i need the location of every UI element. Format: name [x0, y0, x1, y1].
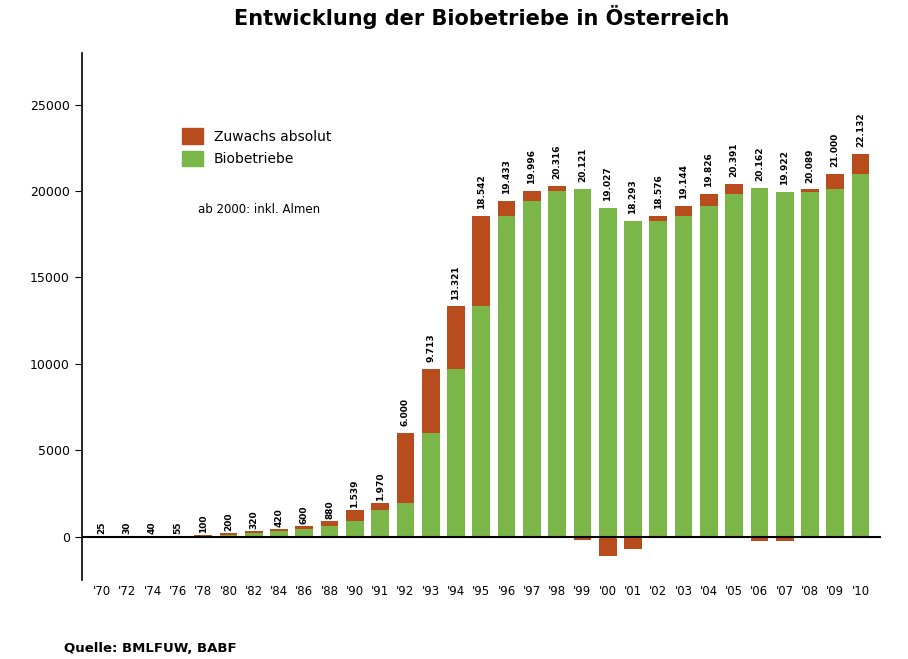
- Text: 420: 420: [274, 509, 283, 527]
- Bar: [472, 216, 490, 306]
- Bar: [295, 527, 313, 529]
- Text: 20.316: 20.316: [553, 144, 562, 179]
- Bar: [422, 433, 439, 536]
- Text: 55: 55: [173, 521, 183, 534]
- Text: 19.433: 19.433: [502, 159, 511, 194]
- Bar: [397, 503, 414, 536]
- Text: 200: 200: [224, 513, 232, 531]
- Text: 100: 100: [199, 515, 208, 533]
- Bar: [598, 536, 617, 556]
- Bar: [447, 369, 465, 536]
- Text: 20.162: 20.162: [755, 147, 764, 181]
- Bar: [751, 188, 768, 536]
- Bar: [675, 206, 693, 215]
- Bar: [371, 503, 389, 510]
- Text: 18.542: 18.542: [477, 175, 486, 210]
- Text: 600: 600: [300, 505, 309, 525]
- Bar: [574, 189, 591, 536]
- Bar: [498, 201, 516, 216]
- Bar: [220, 533, 237, 535]
- Bar: [194, 535, 212, 536]
- Text: ab 2000: inkl. Almen: ab 2000: inkl. Almen: [198, 203, 320, 216]
- Bar: [371, 510, 389, 536]
- Bar: [346, 521, 364, 536]
- Bar: [775, 536, 794, 541]
- Text: 20.121: 20.121: [577, 148, 587, 182]
- Text: 18.293: 18.293: [628, 179, 637, 214]
- Bar: [649, 221, 667, 536]
- Bar: [321, 521, 339, 527]
- Bar: [826, 190, 844, 536]
- Bar: [801, 190, 819, 192]
- Text: 13.321: 13.321: [451, 265, 460, 300]
- Bar: [801, 192, 819, 536]
- Text: 19.996: 19.996: [528, 149, 537, 184]
- Text: 40: 40: [148, 521, 157, 534]
- Bar: [548, 191, 566, 536]
- Bar: [447, 306, 465, 369]
- Bar: [725, 194, 743, 536]
- Bar: [624, 536, 642, 550]
- Text: 20.089: 20.089: [805, 148, 814, 183]
- Text: 20.391: 20.391: [730, 143, 738, 177]
- Bar: [598, 208, 617, 536]
- Bar: [270, 531, 288, 536]
- Bar: [245, 533, 262, 536]
- Text: 19.826: 19.826: [705, 152, 714, 187]
- Bar: [852, 174, 869, 536]
- Bar: [574, 536, 591, 540]
- Bar: [675, 215, 693, 536]
- Bar: [775, 192, 794, 536]
- Text: 880: 880: [325, 501, 334, 519]
- Bar: [397, 433, 414, 503]
- Bar: [472, 306, 490, 536]
- Text: 19.027: 19.027: [603, 166, 612, 201]
- Text: 25: 25: [97, 522, 106, 534]
- Text: 320: 320: [249, 511, 258, 529]
- Title: Entwicklung der Biobetriebe in Österreich: Entwicklung der Biobetriebe in Österreic…: [233, 5, 729, 29]
- Text: 19.922: 19.922: [780, 150, 789, 185]
- Text: Quelle: BMLFUW, BABF: Quelle: BMLFUW, BABF: [64, 643, 236, 656]
- Text: 1.970: 1.970: [376, 472, 385, 501]
- Bar: [346, 510, 364, 521]
- Bar: [270, 529, 288, 531]
- Bar: [245, 531, 262, 533]
- Bar: [751, 536, 768, 540]
- Text: 1.539: 1.539: [350, 480, 360, 508]
- Bar: [700, 194, 717, 206]
- Bar: [295, 529, 313, 536]
- Bar: [725, 185, 743, 194]
- Bar: [649, 215, 667, 221]
- Bar: [523, 191, 540, 201]
- Legend: Zuwachs absolut, Biobetriebe: Zuwachs absolut, Biobetriebe: [176, 123, 337, 171]
- Bar: [624, 221, 642, 536]
- Text: 9.713: 9.713: [426, 333, 435, 362]
- Text: 6.000: 6.000: [400, 398, 410, 426]
- Bar: [321, 527, 339, 536]
- Bar: [422, 369, 439, 433]
- Text: 30: 30: [123, 522, 132, 534]
- Bar: [548, 186, 566, 191]
- Bar: [220, 535, 237, 536]
- Bar: [498, 216, 516, 536]
- Text: 19.144: 19.144: [679, 164, 688, 199]
- Bar: [852, 154, 869, 174]
- Text: 18.576: 18.576: [654, 174, 663, 209]
- Bar: [826, 174, 844, 190]
- Text: 21.000: 21.000: [831, 132, 840, 167]
- Bar: [523, 201, 540, 536]
- Text: 22.132: 22.132: [856, 113, 865, 147]
- Bar: [700, 206, 717, 536]
